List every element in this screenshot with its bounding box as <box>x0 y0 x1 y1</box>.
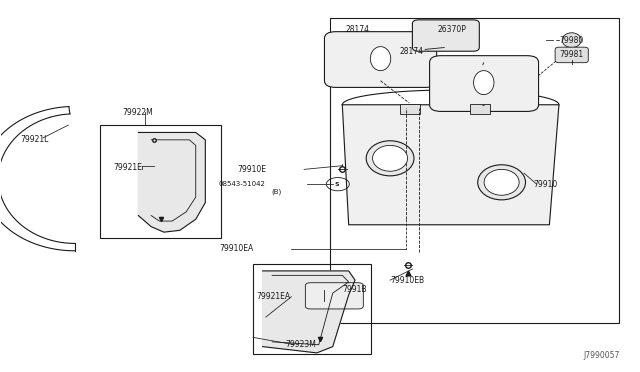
Text: 79921EA: 79921EA <box>256 292 291 301</box>
Ellipse shape <box>474 71 494 94</box>
Text: 26370P: 26370P <box>438 25 467 33</box>
FancyBboxPatch shape <box>555 47 588 62</box>
Polygon shape <box>262 271 355 353</box>
Ellipse shape <box>562 33 581 48</box>
Ellipse shape <box>477 165 525 200</box>
Text: 79922M: 79922M <box>122 108 153 117</box>
Text: 28174: 28174 <box>399 47 424 56</box>
Ellipse shape <box>372 145 408 171</box>
Polygon shape <box>342 105 559 225</box>
FancyBboxPatch shape <box>305 283 364 309</box>
FancyBboxPatch shape <box>324 32 436 87</box>
Text: S: S <box>334 182 339 187</box>
Text: J7990057: J7990057 <box>583 350 620 359</box>
Text: (B): (B) <box>271 188 282 195</box>
Polygon shape <box>138 132 205 232</box>
Text: 79921L: 79921L <box>20 135 49 144</box>
Text: 79981: 79981 <box>559 51 583 60</box>
Text: 79980: 79980 <box>559 36 583 45</box>
Text: 28174: 28174 <box>346 25 369 33</box>
Text: 08543-51042: 08543-51042 <box>219 181 266 187</box>
Ellipse shape <box>484 169 519 195</box>
FancyBboxPatch shape <box>412 20 479 51</box>
Text: 79910EA: 79910EA <box>219 244 253 253</box>
Text: 79921E: 79921E <box>113 163 142 172</box>
FancyBboxPatch shape <box>429 56 539 112</box>
Bar <box>253 263 371 354</box>
Ellipse shape <box>371 46 391 71</box>
Text: 79910: 79910 <box>534 180 557 189</box>
Bar <box>100 125 221 238</box>
Text: 79923M: 79923M <box>285 340 316 349</box>
Ellipse shape <box>366 141 414 176</box>
Bar <box>330 18 620 323</box>
Bar <box>470 104 490 114</box>
Text: 7991B: 7991B <box>342 285 367 294</box>
Text: 79910EB: 79910EB <box>390 276 424 285</box>
Text: 79910E: 79910E <box>237 165 266 174</box>
Bar <box>399 104 420 114</box>
